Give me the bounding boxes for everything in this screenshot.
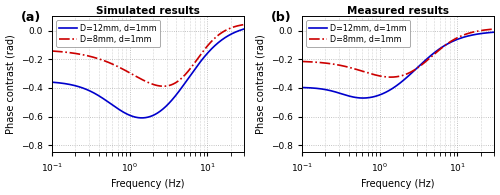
D=8mm, d=1mm: [422, 61, 428, 63]
D=12mm, d=1mm: [139, 117, 145, 119]
D=12mm, d=1mm: [492, 31, 498, 33]
D=8mm, d=1mm: [160, 85, 166, 87]
D=12mm, d=1mm: [195, 63, 201, 66]
D=8mm, d=1mm: [299, 60, 305, 63]
D=12mm, d=1mm: [411, 70, 417, 72]
D=8mm, d=1mm: [172, 82, 178, 84]
D=12mm, d=1mm: [416, 65, 422, 67]
Text: (a): (a): [21, 11, 42, 24]
Line: D=12mm, d=1mm: D=12mm, d=1mm: [52, 29, 244, 118]
D=8mm, d=1mm: [311, 61, 317, 63]
Line: D=8mm, d=1mm: D=8mm, d=1mm: [52, 25, 244, 86]
D=12mm, d=1mm: [360, 97, 366, 99]
D=12mm, d=1mm: [299, 86, 305, 89]
X-axis label: Frequency (Hz): Frequency (Hz): [362, 179, 435, 190]
D=8mm, d=1mm: [215, 34, 221, 37]
D=8mm, d=1mm: [161, 85, 167, 87]
D=8mm, d=1mm: [195, 57, 201, 59]
Line: D=12mm, d=1mm: D=12mm, d=1mm: [302, 32, 494, 98]
D=12mm, d=1mm: [161, 107, 167, 109]
D=8mm, d=1mm: [242, 23, 248, 26]
Title: Measured results: Measured results: [347, 5, 449, 16]
D=8mm, d=1mm: [492, 28, 498, 30]
D=12mm, d=1mm: [172, 95, 178, 98]
Text: (b): (b): [271, 11, 292, 24]
D=8mm, d=1mm: [166, 84, 172, 87]
D=8mm, d=1mm: [61, 51, 67, 53]
Legend: D=12mm, d=1mm, D=8mm, d=1mm: D=12mm, d=1mm, D=8mm, d=1mm: [306, 20, 410, 47]
Title: Simulated results: Simulated results: [96, 5, 200, 16]
D=12mm, d=1mm: [215, 42, 221, 44]
Legend: D=12mm, d=1mm, D=8mm, d=1mm: D=12mm, d=1mm, D=8mm, d=1mm: [56, 20, 160, 47]
D=12mm, d=1mm: [311, 87, 317, 89]
D=8mm, d=1mm: [416, 66, 422, 68]
D=8mm, d=1mm: [465, 32, 471, 35]
D=12mm, d=1mm: [465, 35, 471, 37]
D=12mm, d=1mm: [166, 102, 172, 104]
D=12mm, d=1mm: [49, 81, 55, 83]
D=8mm, d=1mm: [445, 42, 451, 44]
D=12mm, d=1mm: [422, 59, 428, 62]
D=8mm, d=1mm: [411, 69, 417, 71]
D=12mm, d=1mm: [61, 82, 67, 85]
Y-axis label: Phase contrast (rad): Phase contrast (rad): [256, 35, 266, 134]
D=8mm, d=1mm: [49, 50, 55, 52]
X-axis label: Frequency (Hz): Frequency (Hz): [112, 179, 185, 190]
D=8mm, d=1mm: [388, 76, 394, 78]
Line: D=8mm, d=1mm: D=8mm, d=1mm: [302, 29, 494, 77]
D=12mm, d=1mm: [445, 42, 451, 45]
Y-axis label: Phase contrast (rad): Phase contrast (rad): [6, 35, 16, 134]
D=12mm, d=1mm: [242, 28, 248, 30]
